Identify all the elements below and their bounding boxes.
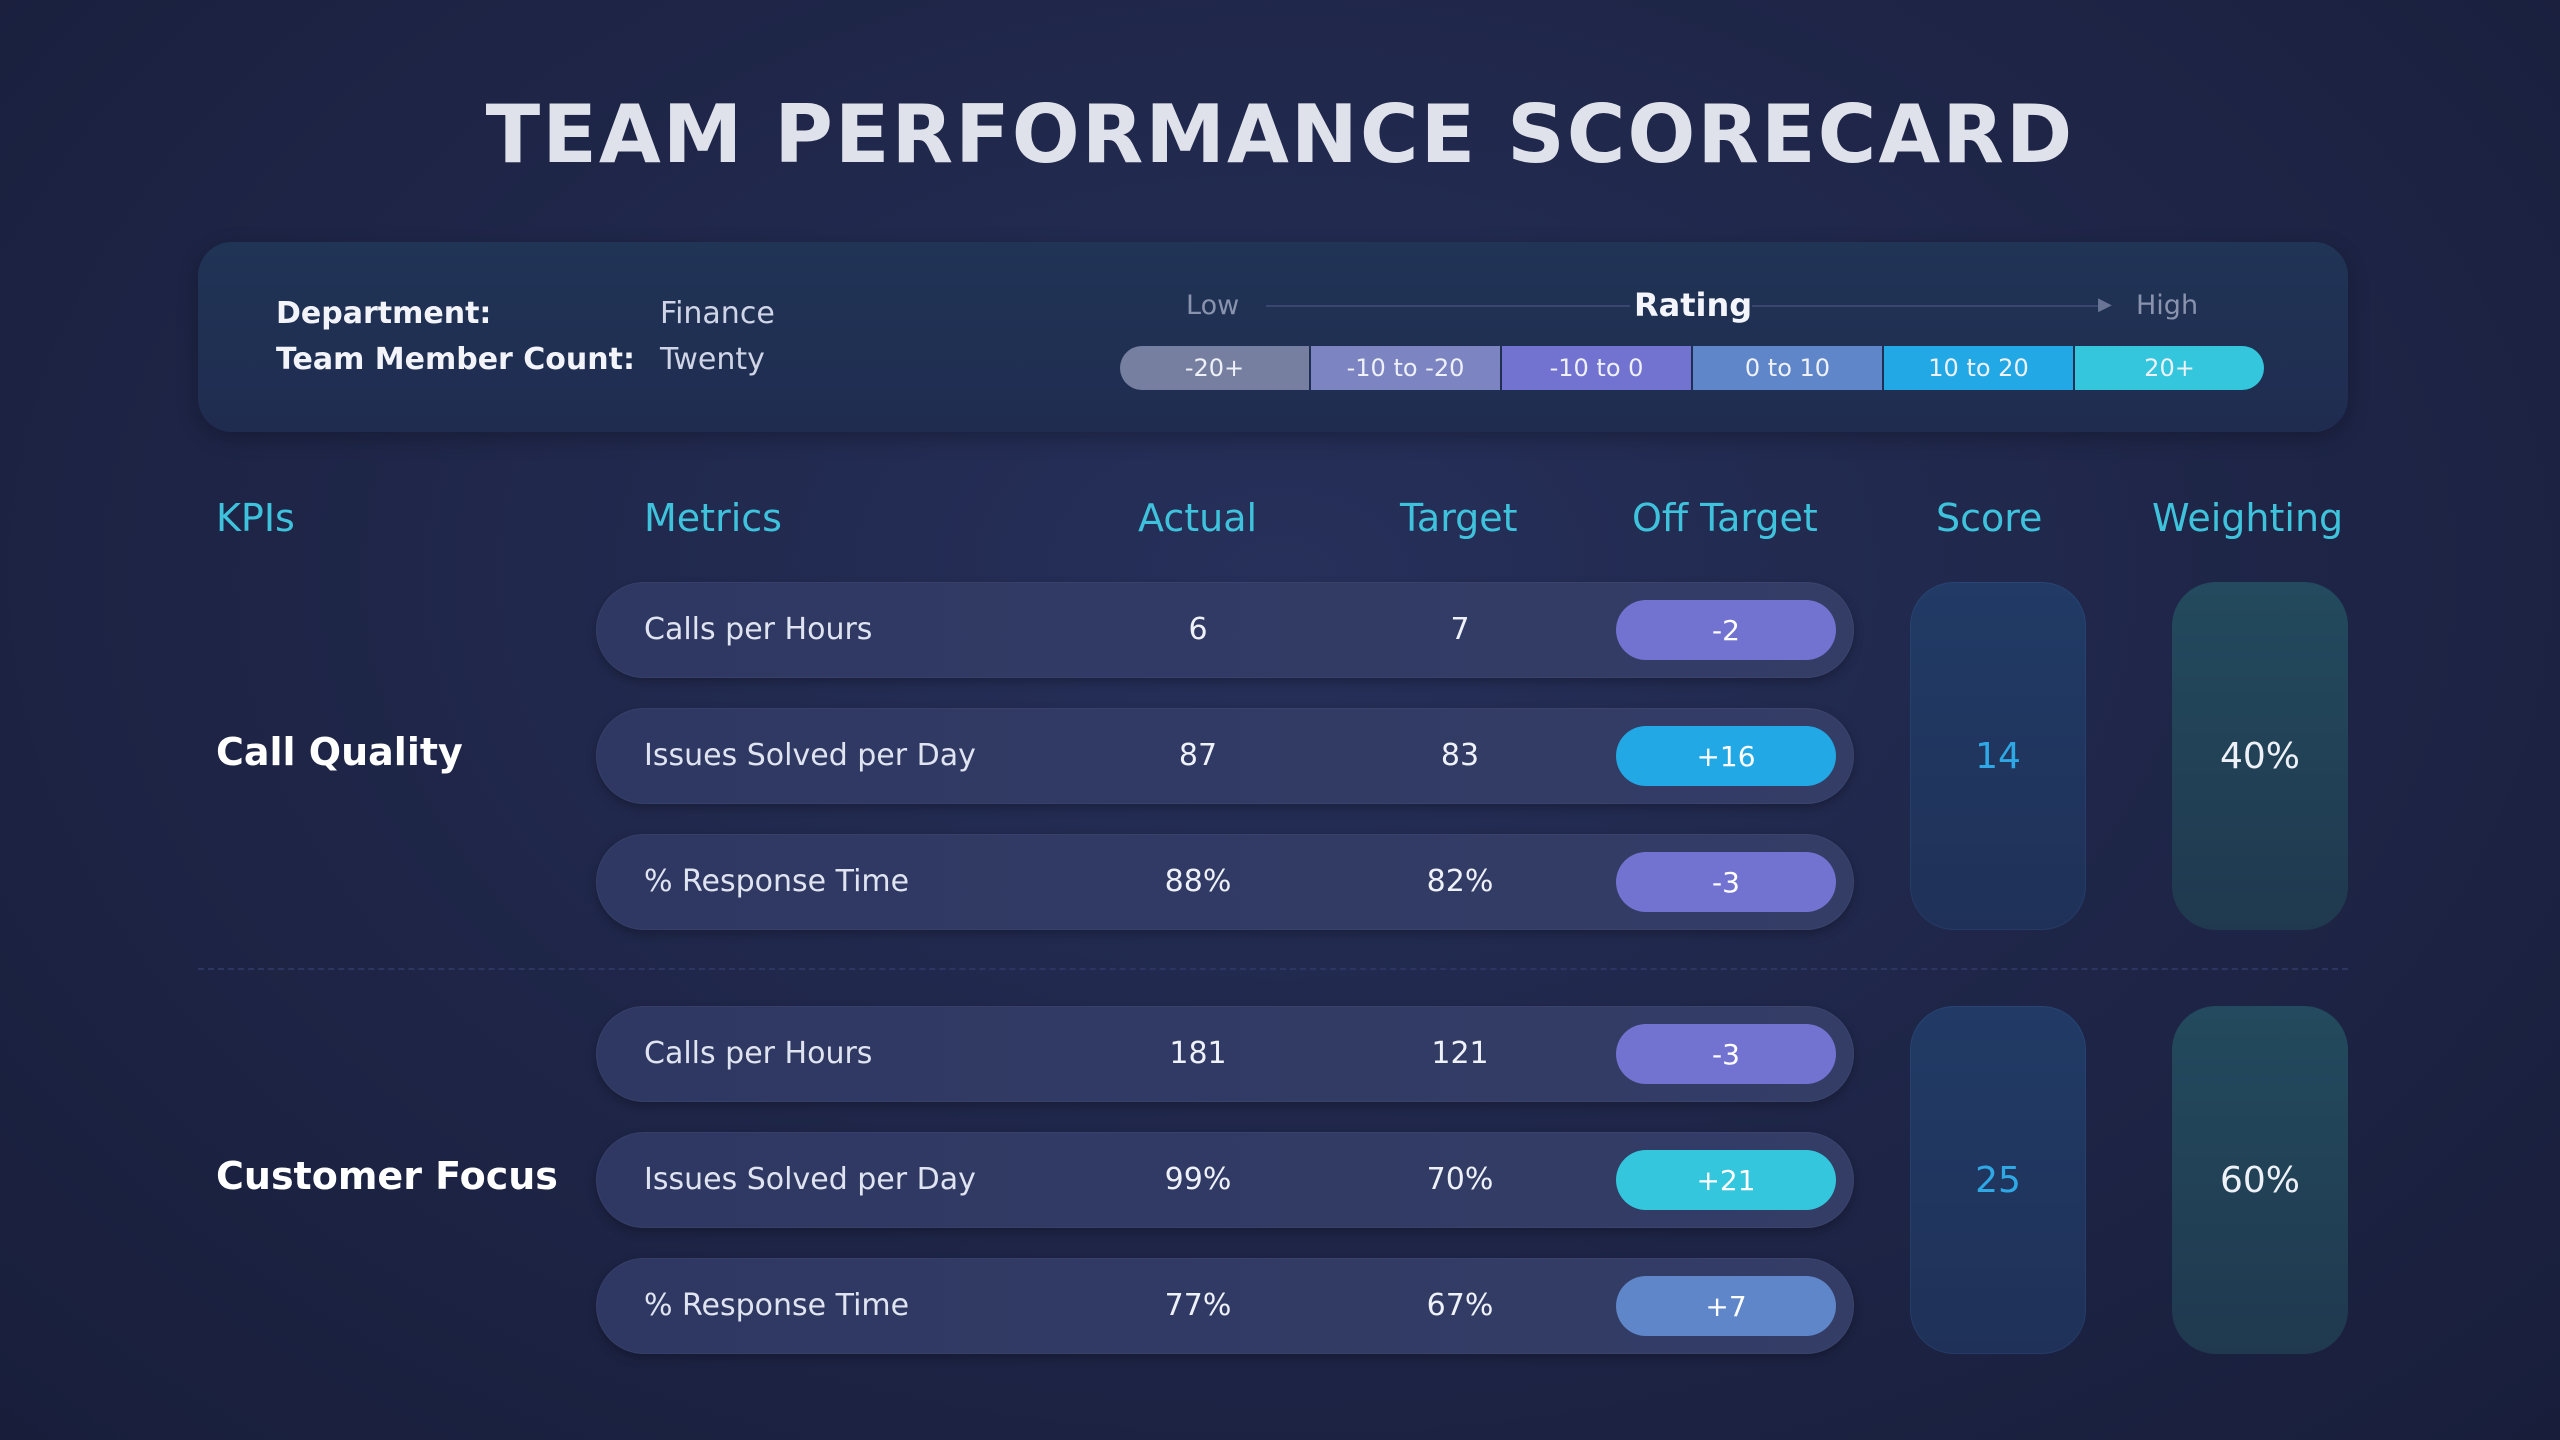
target-value: 83 [1440, 738, 1480, 773]
off-target-badge: +7 [1616, 1276, 1836, 1336]
weighting-call-quality: 40% [2172, 582, 2348, 930]
weighting-customer-focus: 60% [2172, 1006, 2348, 1354]
department-value: Finance [660, 296, 775, 331]
target-value: 82% [1426, 864, 1494, 899]
actual-value: 181 [1169, 1036, 1227, 1071]
rating-segment: 20+ [2075, 346, 2264, 390]
rating-segment: -10 to 0 [1502, 346, 1691, 390]
rating-segment: 10 to 20 [1884, 346, 2073, 390]
col-header-target: Target [1400, 496, 1518, 540]
department-label: Department: [276, 296, 492, 331]
col-header-actual: Actual [1138, 496, 1258, 540]
table-row: Issues Solved per Day 87 83 +16 [596, 708, 1854, 804]
score-customer-focus: 25 [1910, 1006, 2086, 1354]
target-value: 70% [1426, 1162, 1494, 1197]
target-value: 7 [1450, 612, 1470, 647]
col-header-weighting: Weighting [2152, 496, 2344, 540]
rating-segment: -10 to -20 [1311, 346, 1500, 390]
score-call-quality: 14 [1910, 582, 2086, 930]
metric-name: % Response Time [644, 864, 910, 899]
col-header-off-target: Off Target [1632, 496, 1818, 540]
rating-low-label: Low [1186, 290, 1240, 321]
metric-name: % Response Time [644, 1288, 910, 1323]
table-row: % Response Time 77% 67% +7 [596, 1258, 1854, 1354]
col-header-score: Score [1936, 496, 2043, 540]
table-row: Calls per Hours 181 121 -3 [596, 1006, 1854, 1102]
off-target-badge: -3 [1616, 852, 1836, 912]
team-count-label: Team Member Count: [276, 342, 635, 377]
off-target-badge: -2 [1616, 600, 1836, 660]
arrow-right-icon: ▶ [2098, 294, 2112, 315]
actual-value: 99% [1164, 1162, 1232, 1197]
off-target-badge: +21 [1616, 1150, 1836, 1210]
col-header-kpis: KPIs [216, 496, 295, 540]
actual-value: 88% [1164, 864, 1232, 899]
info-panel [198, 242, 2348, 432]
rating-line-right [1752, 305, 2104, 307]
rating-title: Rating [1634, 286, 1753, 324]
group-divider [198, 968, 2348, 970]
col-header-metrics: Metrics [644, 496, 782, 540]
rating-segment: -20+ [1120, 346, 1309, 390]
off-target-badge: -3 [1616, 1024, 1836, 1084]
kpi-label-customer-focus: Customer Focus [216, 1154, 558, 1198]
metric-name: Issues Solved per Day [644, 738, 976, 773]
table-row: % Response Time 88% 82% -3 [596, 834, 1854, 930]
rating-high-label: High [2136, 290, 2199, 321]
page-title: TEAM PERFORMANCE SCORECARD [485, 88, 2075, 181]
table-row: Issues Solved per Day 99% 70% +21 [596, 1132, 1854, 1228]
rating-line-left [1266, 305, 1630, 307]
kpi-label-call-quality: Call Quality [216, 730, 463, 774]
target-value: 67% [1426, 1288, 1494, 1323]
table-row: Calls per Hours 6 7 -2 [596, 582, 1854, 678]
metric-name: Issues Solved per Day [644, 1162, 976, 1197]
team-count-value: Twenty [660, 342, 765, 377]
actual-value: 87 [1178, 738, 1218, 773]
actual-value: 6 [1188, 612, 1208, 647]
metric-name: Calls per Hours [644, 1036, 873, 1071]
actual-value: 77% [1164, 1288, 1232, 1323]
metric-name: Calls per Hours [644, 612, 873, 647]
target-value: 121 [1431, 1036, 1489, 1071]
rating-segment: 0 to 10 [1693, 346, 1882, 390]
off-target-badge: +16 [1616, 726, 1836, 786]
